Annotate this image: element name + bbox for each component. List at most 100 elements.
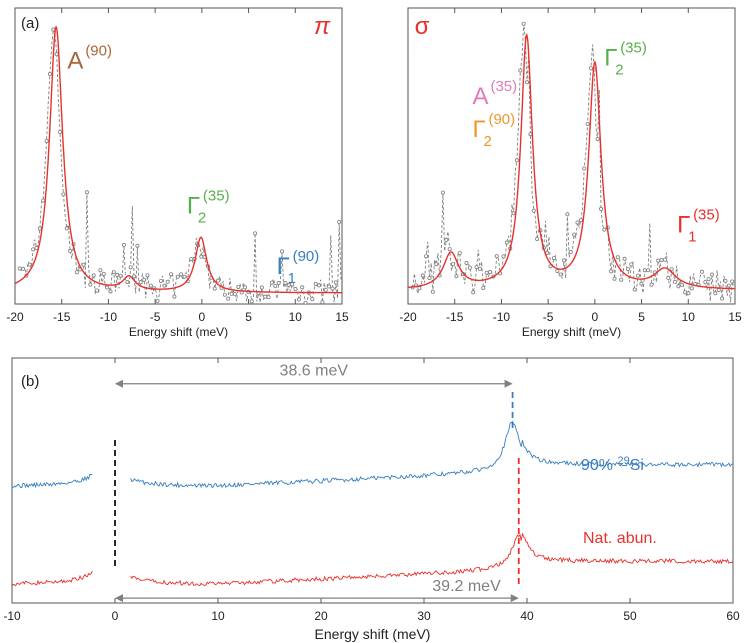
experimental-point xyxy=(669,267,674,272)
experimental-point xyxy=(95,288,100,293)
experimental-point xyxy=(320,300,325,305)
experimental-point xyxy=(699,269,704,274)
experimental-point xyxy=(602,227,607,232)
experimental-point xyxy=(162,283,167,288)
experimental-point xyxy=(477,266,482,271)
experimental-point xyxy=(189,257,194,262)
experimental-point xyxy=(108,289,113,294)
experimental-point xyxy=(417,286,422,291)
experimental-point xyxy=(720,296,725,301)
experimental-point xyxy=(132,274,137,279)
experimental-point xyxy=(333,280,338,285)
experimental-point xyxy=(710,272,715,277)
arrow-head-left xyxy=(115,379,123,388)
experimental-point xyxy=(440,190,445,195)
experimental-point xyxy=(676,284,681,289)
panel-label: (a) xyxy=(21,15,39,32)
x-axis-label: Energy shift (meV) xyxy=(129,325,228,339)
experimental-point xyxy=(175,274,180,279)
x-tick-label: 30 xyxy=(417,609,431,623)
experimental-point xyxy=(51,27,56,32)
experimental-point xyxy=(37,226,42,231)
series-line xyxy=(11,533,733,587)
experimental-point xyxy=(723,278,728,283)
x-tick-label: 5 xyxy=(245,310,252,324)
experimental-point xyxy=(427,276,432,281)
x-tick-label: 15 xyxy=(335,310,349,324)
experimental-point xyxy=(323,287,328,292)
experimental-point xyxy=(172,294,177,299)
x-tick-label: -20 xyxy=(6,310,24,324)
x-tick-label: -10 xyxy=(3,609,21,623)
experimental-point xyxy=(21,266,26,271)
peak-annotation-superscript: (35) xyxy=(620,40,647,57)
experimental-point xyxy=(226,296,231,301)
experimental-point xyxy=(273,284,278,289)
experimental-point xyxy=(656,258,661,263)
experimental-point xyxy=(730,279,735,284)
experimental-point xyxy=(61,192,66,197)
experimental-point xyxy=(609,269,614,274)
experimental-point xyxy=(182,274,187,279)
experimental-point xyxy=(706,277,711,282)
experimental-point xyxy=(494,254,499,259)
x-axis-label: Energy shift (meV) xyxy=(315,626,431,642)
experimental-point xyxy=(683,290,688,295)
panel-title: π xyxy=(314,13,331,40)
x-tick-label: 10 xyxy=(211,609,225,623)
experimental-point xyxy=(58,129,63,134)
experimental-point xyxy=(434,262,439,267)
experimental-point xyxy=(313,282,318,287)
experimental-point xyxy=(101,271,106,276)
x-tick-label: 15 xyxy=(728,310,742,324)
x-tick-label: 50 xyxy=(623,609,637,623)
experimental-point xyxy=(125,279,130,284)
experimental-point xyxy=(582,166,587,171)
experimental-point xyxy=(296,297,301,302)
experimental-point xyxy=(91,273,96,278)
experimental-point xyxy=(253,231,258,236)
experimental-point xyxy=(619,277,624,282)
x-tick-label: 10 xyxy=(682,310,696,324)
experimental-point xyxy=(88,282,93,287)
experimental-point xyxy=(726,283,731,288)
experimental-point xyxy=(420,273,425,278)
experimental-point xyxy=(555,268,560,273)
experimental-point xyxy=(293,287,298,292)
x-tick-label: 20 xyxy=(314,609,328,623)
experimental-point xyxy=(54,52,59,57)
series-label: Nat. abun. xyxy=(583,530,657,547)
experimental-point xyxy=(562,258,567,263)
x-tick-label: -10 xyxy=(100,310,118,324)
peak-annotation-subscript: 2 xyxy=(198,210,206,227)
peak-annotation-symbol: A xyxy=(472,83,488,110)
experimental-point xyxy=(118,273,123,278)
experimental-point xyxy=(646,268,651,273)
plot-frame xyxy=(407,7,736,305)
experimental-point xyxy=(585,121,590,126)
experimental-point xyxy=(155,298,160,303)
experimental-point xyxy=(44,138,49,143)
series-label-text: 90% xyxy=(581,457,617,474)
peak-annotation-superscript: (90) xyxy=(293,248,320,265)
peak-annotation-subscript: 2 xyxy=(483,133,491,150)
experimental-point xyxy=(212,286,217,291)
experimental-point xyxy=(74,270,79,275)
experimental-point xyxy=(317,283,322,288)
experimental-point xyxy=(612,276,617,281)
experimental-point xyxy=(111,270,116,275)
peak-annotation-symbol: Γ xyxy=(604,45,617,72)
series-line xyxy=(11,420,733,489)
experimental-point xyxy=(64,226,69,231)
experimental-point xyxy=(259,285,264,290)
experimental-point xyxy=(165,279,170,284)
experimental-point xyxy=(263,294,268,299)
experimental-point xyxy=(703,280,708,285)
experimental-point xyxy=(518,68,523,73)
energy-gap-label: 38.6 meV xyxy=(280,363,349,380)
experimental-point xyxy=(504,240,509,245)
experimental-point xyxy=(531,208,536,213)
experimental-point xyxy=(68,248,73,253)
experimental-point xyxy=(686,291,691,296)
